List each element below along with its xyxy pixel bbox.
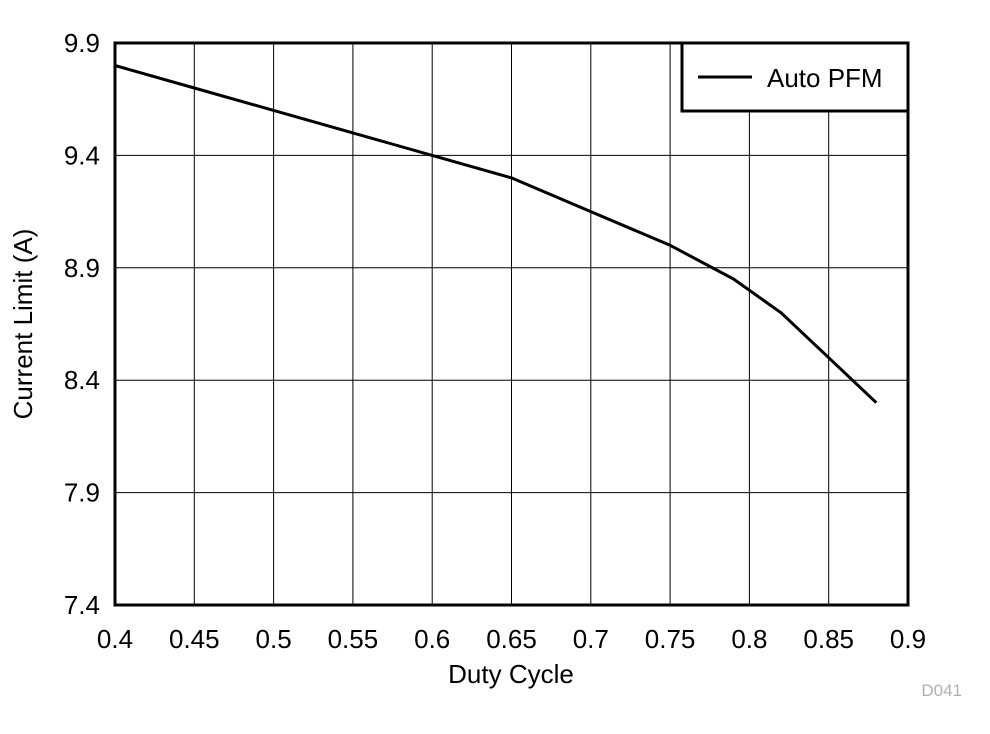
x-tick-label: 0.85 <box>803 624 854 654</box>
x-tick-label: 0.4 <box>97 624 133 654</box>
x-tick-label: 0.55 <box>328 624 379 654</box>
x-tick-label: 0.8 <box>731 624 767 654</box>
legend: Auto PFM <box>680 41 910 113</box>
y-tick-label: 7.9 <box>64 478 100 508</box>
legend-label: Auto PFM <box>767 63 883 93</box>
grid <box>114 42 909 606</box>
y-tick-label: 7.4 <box>64 590 100 620</box>
x-tick-label: 0.7 <box>573 624 609 654</box>
y-axis-title: Current Limit (A) <box>8 229 38 420</box>
x-tick-label: 0.9 <box>890 624 926 654</box>
x-tick-label: 0.45 <box>169 624 220 654</box>
y-tick-labels: 7.4 7.9 8.4 8.9 9.4 9.9 <box>64 28 100 620</box>
y-tick-label: 9.9 <box>64 28 100 58</box>
series-line-auto-pfm <box>114 64 878 404</box>
x-tick-label: 0.75 <box>645 624 696 654</box>
x-tick-label: 0.65 <box>486 624 537 654</box>
figure-code: D041 <box>921 681 962 700</box>
x-tick-labels: 0.4 0.45 0.5 0.55 0.6 0.65 0.7 0.75 0.8 0.85 0.9 <box>97 624 926 654</box>
y-tick-label: 8.9 <box>64 253 100 283</box>
plot-frame <box>113 41 910 607</box>
x-tick-label: 0.5 <box>256 624 292 654</box>
series-layer <box>114 64 878 404</box>
y-tick-label: 9.4 <box>64 140 100 170</box>
x-tick-label: 0.6 <box>414 624 450 654</box>
x-axis-title: Duty Cycle <box>448 659 574 689</box>
y-tick-label: 8.4 <box>64 365 100 395</box>
